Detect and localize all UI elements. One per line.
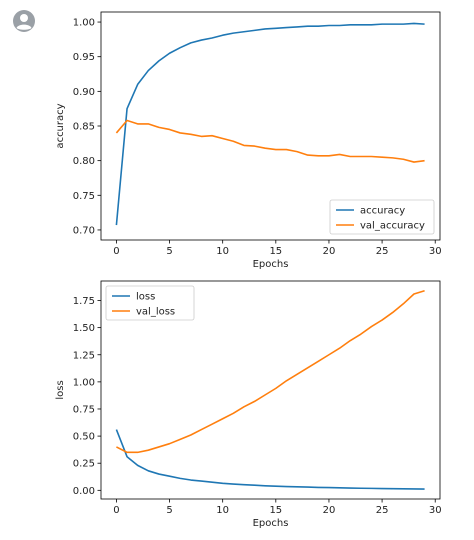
x-tick-label: 5 bbox=[166, 505, 172, 516]
x-tick-label: 10 bbox=[216, 246, 229, 257]
y-tick-label: 1.25 bbox=[73, 350, 95, 361]
legend-label-loss: loss bbox=[136, 292, 155, 303]
accuracy-chart: 0 5 10 15 20 25 30 0.70 0.75 0.80 0.85 0.90 0.95 1.00… bbox=[55, 11, 442, 270]
y-tick-label: 0.25 bbox=[73, 459, 95, 470]
y-tick-label: 0.75 bbox=[73, 404, 95, 415]
y-tick-label: 1.00 bbox=[73, 18, 95, 29]
legend-box bbox=[329, 199, 435, 235]
y-tick-label: 0.70 bbox=[73, 225, 95, 236]
series-line-val-accuracy bbox=[115, 119, 425, 163]
x-tick-label: 5 bbox=[166, 246, 172, 257]
y-tick-label: 1.50 bbox=[73, 323, 95, 334]
series-line-val-loss bbox=[116, 289, 425, 454]
y-tick-label: 0.00 bbox=[73, 486, 95, 497]
legend-label-accuracy: accuracy bbox=[360, 206, 405, 217]
avatar-body bbox=[16, 24, 32, 30]
y-tick-label: 0.50 bbox=[73, 432, 95, 443]
x-tick-label: 15 bbox=[269, 246, 282, 257]
y-tick-label: 0.85 bbox=[73, 122, 95, 133]
loss-chart: 0 5 10 15 20 25 30 0.00 0.25 0.50 0.75 1.00 1.25 1.50… bbox=[55, 280, 442, 529]
legend: accuracy val_accuracy bbox=[329, 199, 435, 235]
y-axis-label: loss bbox=[55, 380, 66, 399]
series-line-loss bbox=[115, 429, 425, 490]
x-tick-label: 20 bbox=[323, 505, 336, 516]
x-axis-label: Epochs bbox=[253, 518, 289, 529]
y-tick-label: 0.95 bbox=[73, 52, 95, 63]
x-tick-label: 25 bbox=[376, 505, 389, 516]
x-tick-label: 15 bbox=[269, 505, 282, 516]
plot-frame bbox=[100, 280, 441, 500]
y-tick-label: 0.80 bbox=[73, 156, 95, 167]
x-tick-label: 0 bbox=[113, 505, 119, 516]
y-tick-label: 0.90 bbox=[73, 87, 95, 98]
legend-label-val-loss: val_loss bbox=[136, 307, 175, 318]
legend-label-val-accuracy: val_accuracy bbox=[360, 221, 425, 232]
x-tick-label: 20 bbox=[323, 246, 336, 257]
x-tick-label: 25 bbox=[376, 246, 389, 257]
avatar-head bbox=[20, 14, 28, 22]
x-tick-label: 10 bbox=[216, 505, 229, 516]
x-axis-label: Epochs bbox=[253, 259, 289, 270]
y-tick-label: 0.75 bbox=[73, 191, 95, 202]
y-axis-label: accuracy bbox=[55, 103, 66, 148]
legend: loss val_loss bbox=[105, 285, 195, 321]
series-line-accuracy bbox=[115, 22, 425, 226]
x-tick-label: 30 bbox=[429, 505, 442, 516]
y-tick-label: 1.00 bbox=[73, 377, 95, 388]
x-tick-label: 30 bbox=[429, 246, 442, 257]
user-avatar-icon bbox=[13, 10, 35, 32]
y-tick-label: 1.75 bbox=[73, 296, 95, 307]
x-tick-label: 0 bbox=[113, 246, 119, 257]
